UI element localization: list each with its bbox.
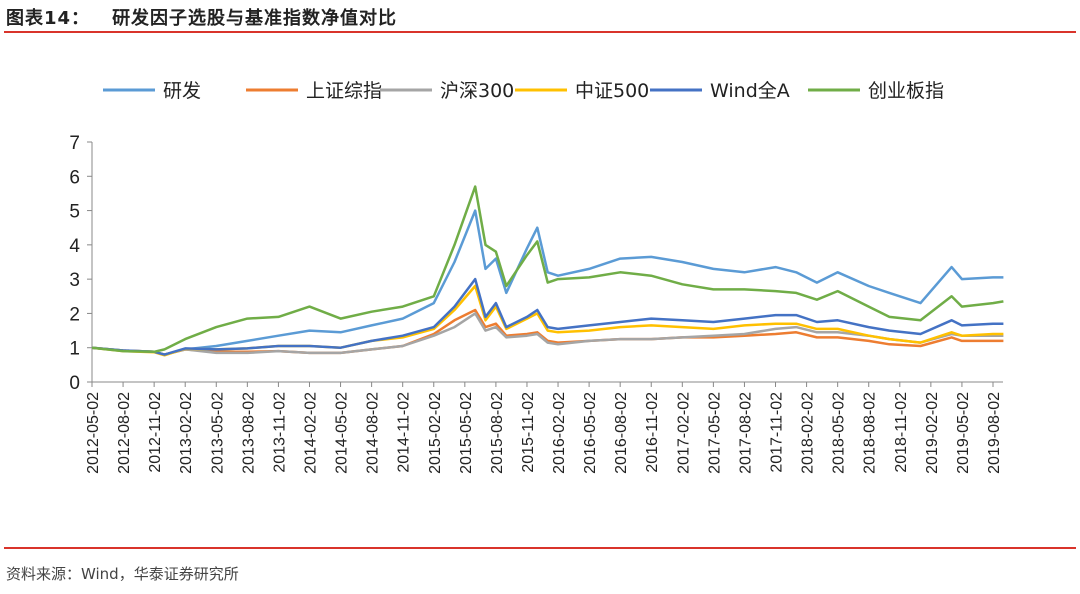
figure-title: 图表14： 研发因子选股与基准指数净值对比 [6,4,397,30]
x-tick-label: 2013-11-02 [271,392,288,473]
legend-item: 上证综指 [246,80,382,102]
legend: 研发 上证综指 沪深300 中证500 Wind全A 创业板指 [103,80,944,102]
y-axis: 0 1 2 3 4 5 6 7 [69,133,93,394]
series-lines [91,185,1004,357]
x-tick-label: 2016-05-02 [582,392,599,474]
y-tick-label: 2 [69,304,80,325]
y-tick-label: 0 [69,373,80,394]
x-tick-label: 2013-05-02 [209,392,226,474]
series-line-Wind全A [91,277,1004,356]
top-divider [4,31,1076,33]
y-tick-label: 3 [69,270,80,291]
figure-title-text: 研发因子选股与基准指数净值对比 [112,8,398,29]
x-tick-label: 2016-08-02 [613,392,630,474]
x-tick-label: 2017-05-02 [706,392,723,474]
x-tick-label: 2018-08-02 [862,392,879,474]
legend-label: 中证500 [575,80,649,102]
x-tick-label: 2019-08-02 [986,392,1003,474]
x-tick-label: 2012-08-02 [116,392,133,474]
x-tick-label: 2013-02-02 [178,392,195,474]
legend-label: 上证综指 [306,80,382,102]
x-tick-label: 2017-02-02 [675,392,692,474]
x-tick-label: 2012-11-02 [147,392,164,473]
legend-label: 沪深300 [440,80,514,102]
x-tick-label: 2018-05-02 [831,392,848,474]
y-tick-label: 4 [69,236,80,257]
x-tick-label: 2014-02-02 [302,392,319,474]
x-tick-label: 2012-05-02 [85,392,102,474]
source-note: 资料来源：Wind，华泰证券研究所 [6,565,239,583]
legend-label: 创业板指 [868,80,944,102]
x-tick-label: 2019-02-02 [924,392,941,474]
series-line-研发 [91,209,1004,356]
y-tick-label: 1 [69,339,80,360]
x-tick-label: 2016-02-02 [551,392,568,474]
x-tick-label: 2018-11-02 [893,392,910,473]
legend-item: Wind全A [650,80,790,102]
x-tick-label: 2015-02-02 [427,392,444,474]
legend-label: Wind全A [710,80,790,102]
y-tick-label: 6 [69,167,80,188]
legend-item: 研发 [103,80,201,102]
y-tick-label: 5 [69,202,80,223]
legend-item: 创业板指 [808,80,944,102]
x-tick-label: 2019-05-02 [955,392,972,474]
x-axis: 2012-05-02 2012-08-02 2012-11-02 2013-02-02… [85,381,1003,474]
x-tick-label: 2017-11-02 [769,392,786,473]
legend-item: 沪深300 [380,80,514,102]
x-tick-label: 2017-08-02 [737,392,754,474]
x-tick-label: 2015-08-02 [489,392,506,474]
x-tick-label: 2018-02-02 [800,392,817,474]
x-tick-label: 2016-11-02 [644,392,661,473]
x-tick-label: 2014-11-02 [396,392,413,473]
x-tick-label: 2015-05-02 [458,392,475,474]
x-tick-label: 2015-11-02 [520,392,537,473]
x-tick-label: 2013-08-02 [240,392,257,474]
figure-label: 图表14： [6,8,91,29]
series-line-创业板指 [91,185,1004,354]
y-tick-label: 7 [69,133,80,154]
x-tick-label: 2014-05-02 [334,392,351,474]
legend-item: 中证500 [515,80,649,102]
legend-label: 研发 [163,80,201,102]
x-tick-label: 2014-08-02 [365,392,382,474]
bottom-divider [4,547,1076,549]
